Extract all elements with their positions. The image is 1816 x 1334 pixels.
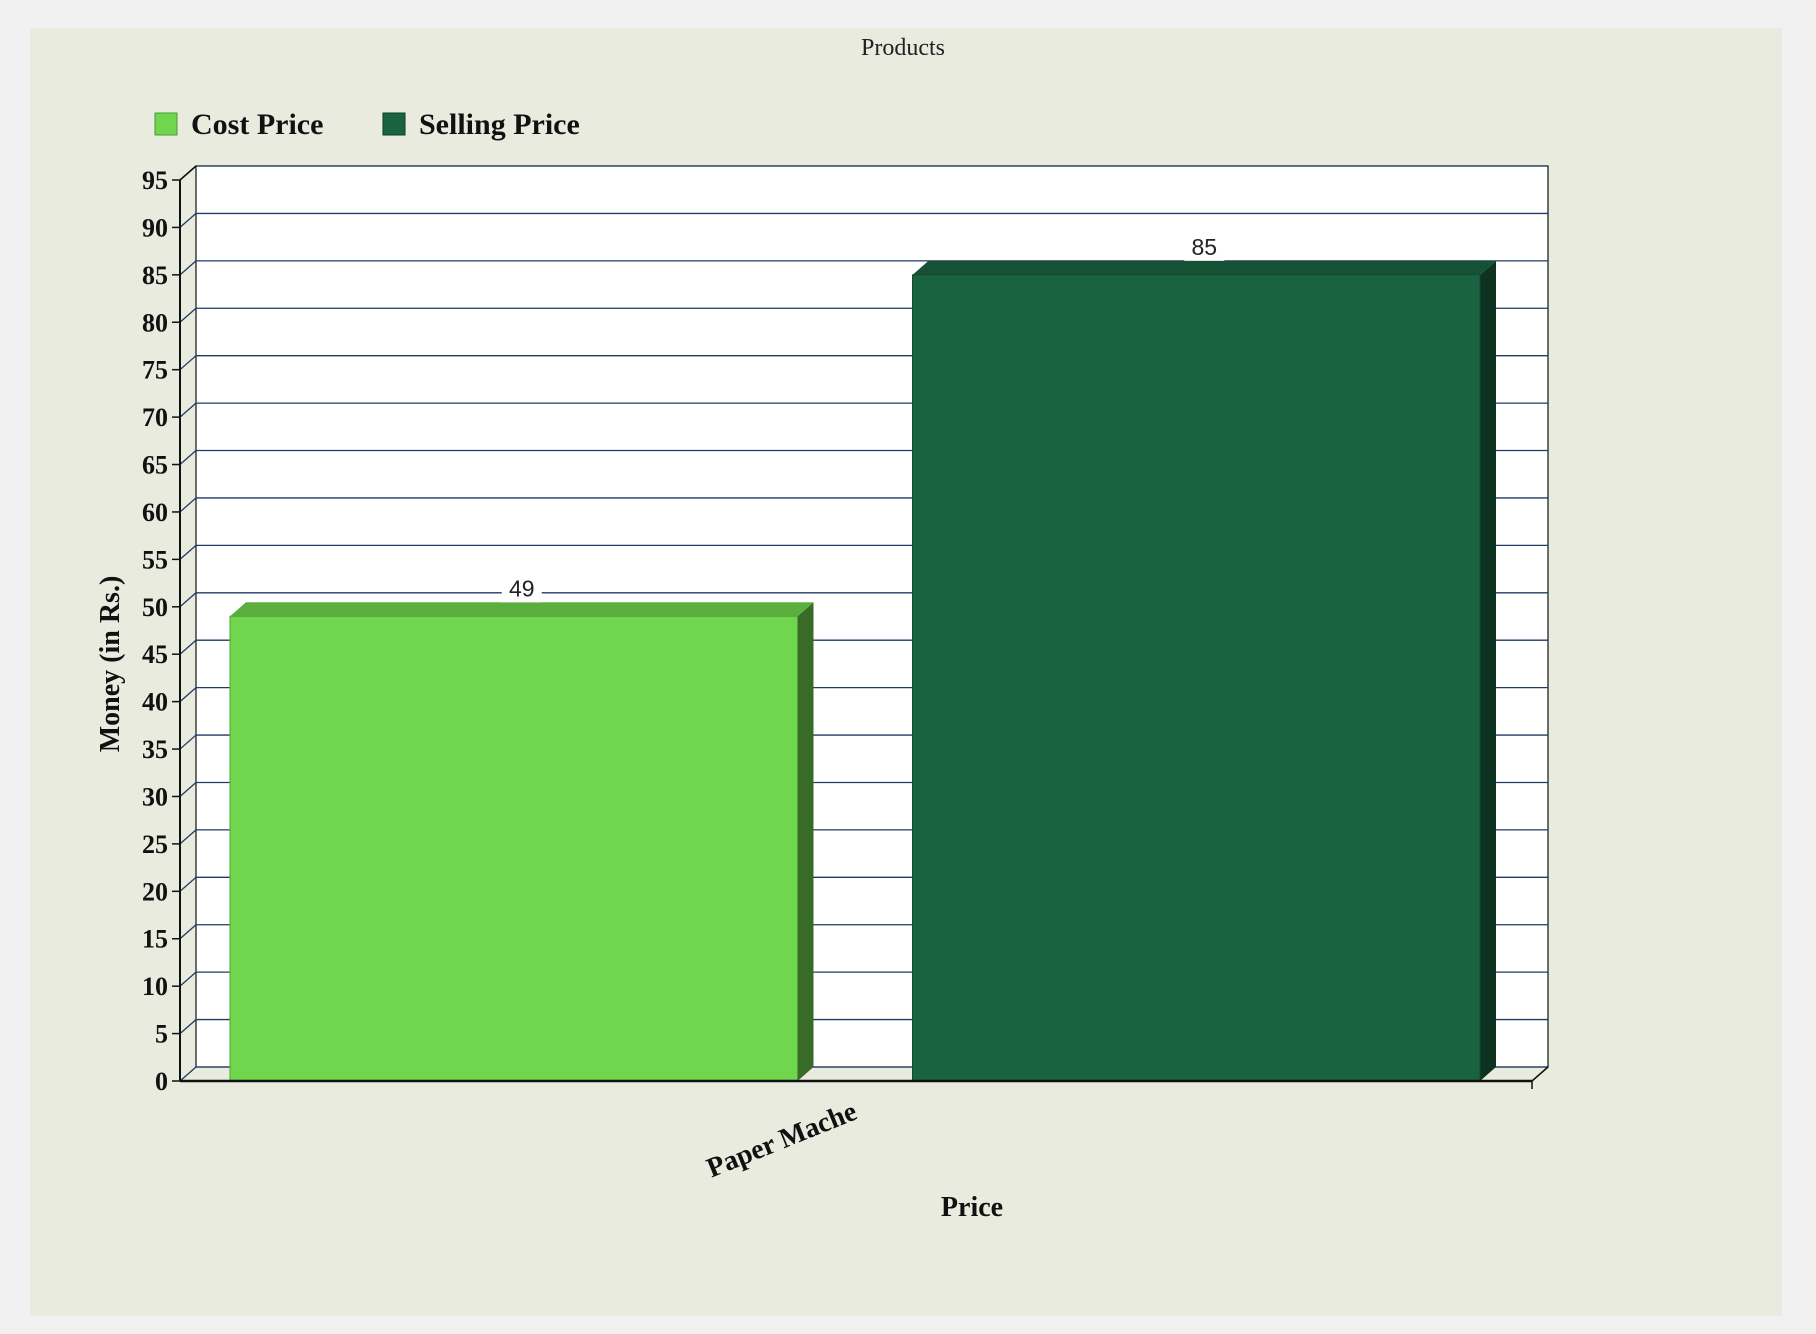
legend-label-cost-price: Cost Price xyxy=(191,108,323,141)
y-tick-label: 70 xyxy=(142,403,168,432)
bar-top xyxy=(230,602,814,617)
gridline-connector xyxy=(179,212,197,228)
y-axis-top-connector xyxy=(179,165,197,181)
y-tick-label: 40 xyxy=(142,688,168,717)
gridline-connector xyxy=(179,924,197,940)
gridline-connector xyxy=(179,260,197,276)
y-tick-label: 80 xyxy=(142,308,168,337)
gridline-connector xyxy=(179,544,197,560)
bar-front xyxy=(912,274,1481,1082)
y-tick-label: 85 xyxy=(142,261,168,290)
data-label-bg xyxy=(1184,234,1225,261)
y-axis-label: Money (in Rs.) xyxy=(95,576,126,753)
bars: 49 85 xyxy=(229,234,1496,1082)
y-axis-ticks: 0 5 10 15 20 25 30 35 40 45 50 55 60 65 70 75 80 85 90 95 xyxy=(142,166,180,1096)
bar-chart: Products Cost Price Selling Price 0 5 10 15… xyxy=(95,35,1549,1223)
legend-swatch-selling-price xyxy=(382,112,406,136)
x-axis-ticks: Paper Mache xyxy=(702,1096,861,1184)
y-tick-label: 35 xyxy=(142,735,168,764)
legend-swatch-cost-price xyxy=(154,112,178,136)
y-tick-label: 0 xyxy=(155,1067,168,1096)
y-tick-label: 65 xyxy=(142,451,168,480)
gridline-connector xyxy=(179,1019,197,1035)
bar-side xyxy=(1480,260,1496,1081)
data-label: 49 xyxy=(509,575,535,601)
y-tick-label: 20 xyxy=(142,877,168,906)
legend: Cost Price Selling Price xyxy=(154,108,580,141)
gridline-connector xyxy=(179,639,197,655)
gridline-connector xyxy=(179,687,197,703)
bar-side xyxy=(797,602,814,1081)
y-tick-label: 95 xyxy=(142,166,168,195)
axes xyxy=(179,165,1549,1089)
bar-selling-price: 85 xyxy=(912,234,1496,1082)
y-tick-label: 25 xyxy=(142,830,168,859)
gridline-connector xyxy=(179,450,197,466)
y-tick-label: 45 xyxy=(142,640,168,669)
bar-front xyxy=(229,615,798,1082)
gridline-connector xyxy=(179,734,197,750)
y-tick-label: 60 xyxy=(142,498,168,527)
legend-label-selling-price: Selling Price xyxy=(419,108,580,141)
gridline-connector xyxy=(179,592,197,608)
y-tick-label: 55 xyxy=(142,545,168,574)
gridline-connector xyxy=(179,307,197,323)
gridline-connector xyxy=(179,829,197,845)
gridline-connector xyxy=(179,876,197,892)
gridline-connector xyxy=(179,497,197,513)
data-label: 85 xyxy=(1191,234,1217,260)
y-tick-label: 30 xyxy=(142,782,168,811)
chart-panel: Products Cost Price Selling Price 0 5 10 15… xyxy=(30,28,1782,1316)
y-tick-label: 5 xyxy=(155,1020,168,1049)
x-axis-label: Price xyxy=(941,1192,1003,1223)
chart-title: Products xyxy=(861,35,945,61)
y-tick-label: 75 xyxy=(142,356,168,385)
gridline-connector xyxy=(179,402,197,418)
data-label-bg xyxy=(501,576,542,603)
x-tick-label: Paper Mache xyxy=(702,1096,861,1184)
y-tick-label: 90 xyxy=(142,213,168,242)
gridline-connector xyxy=(179,355,197,371)
bar-top xyxy=(912,260,1496,275)
y-tick-label: 50 xyxy=(142,593,168,622)
bar-cost-price: 49 xyxy=(229,575,814,1082)
gridline-connector xyxy=(179,971,197,987)
x-axis-end-connector xyxy=(1531,1066,1549,1082)
gridline-connector xyxy=(179,1066,197,1082)
gridline-connector xyxy=(179,781,197,797)
y-tick-label: 15 xyxy=(142,925,168,954)
y-tick-label: 10 xyxy=(142,972,168,1001)
